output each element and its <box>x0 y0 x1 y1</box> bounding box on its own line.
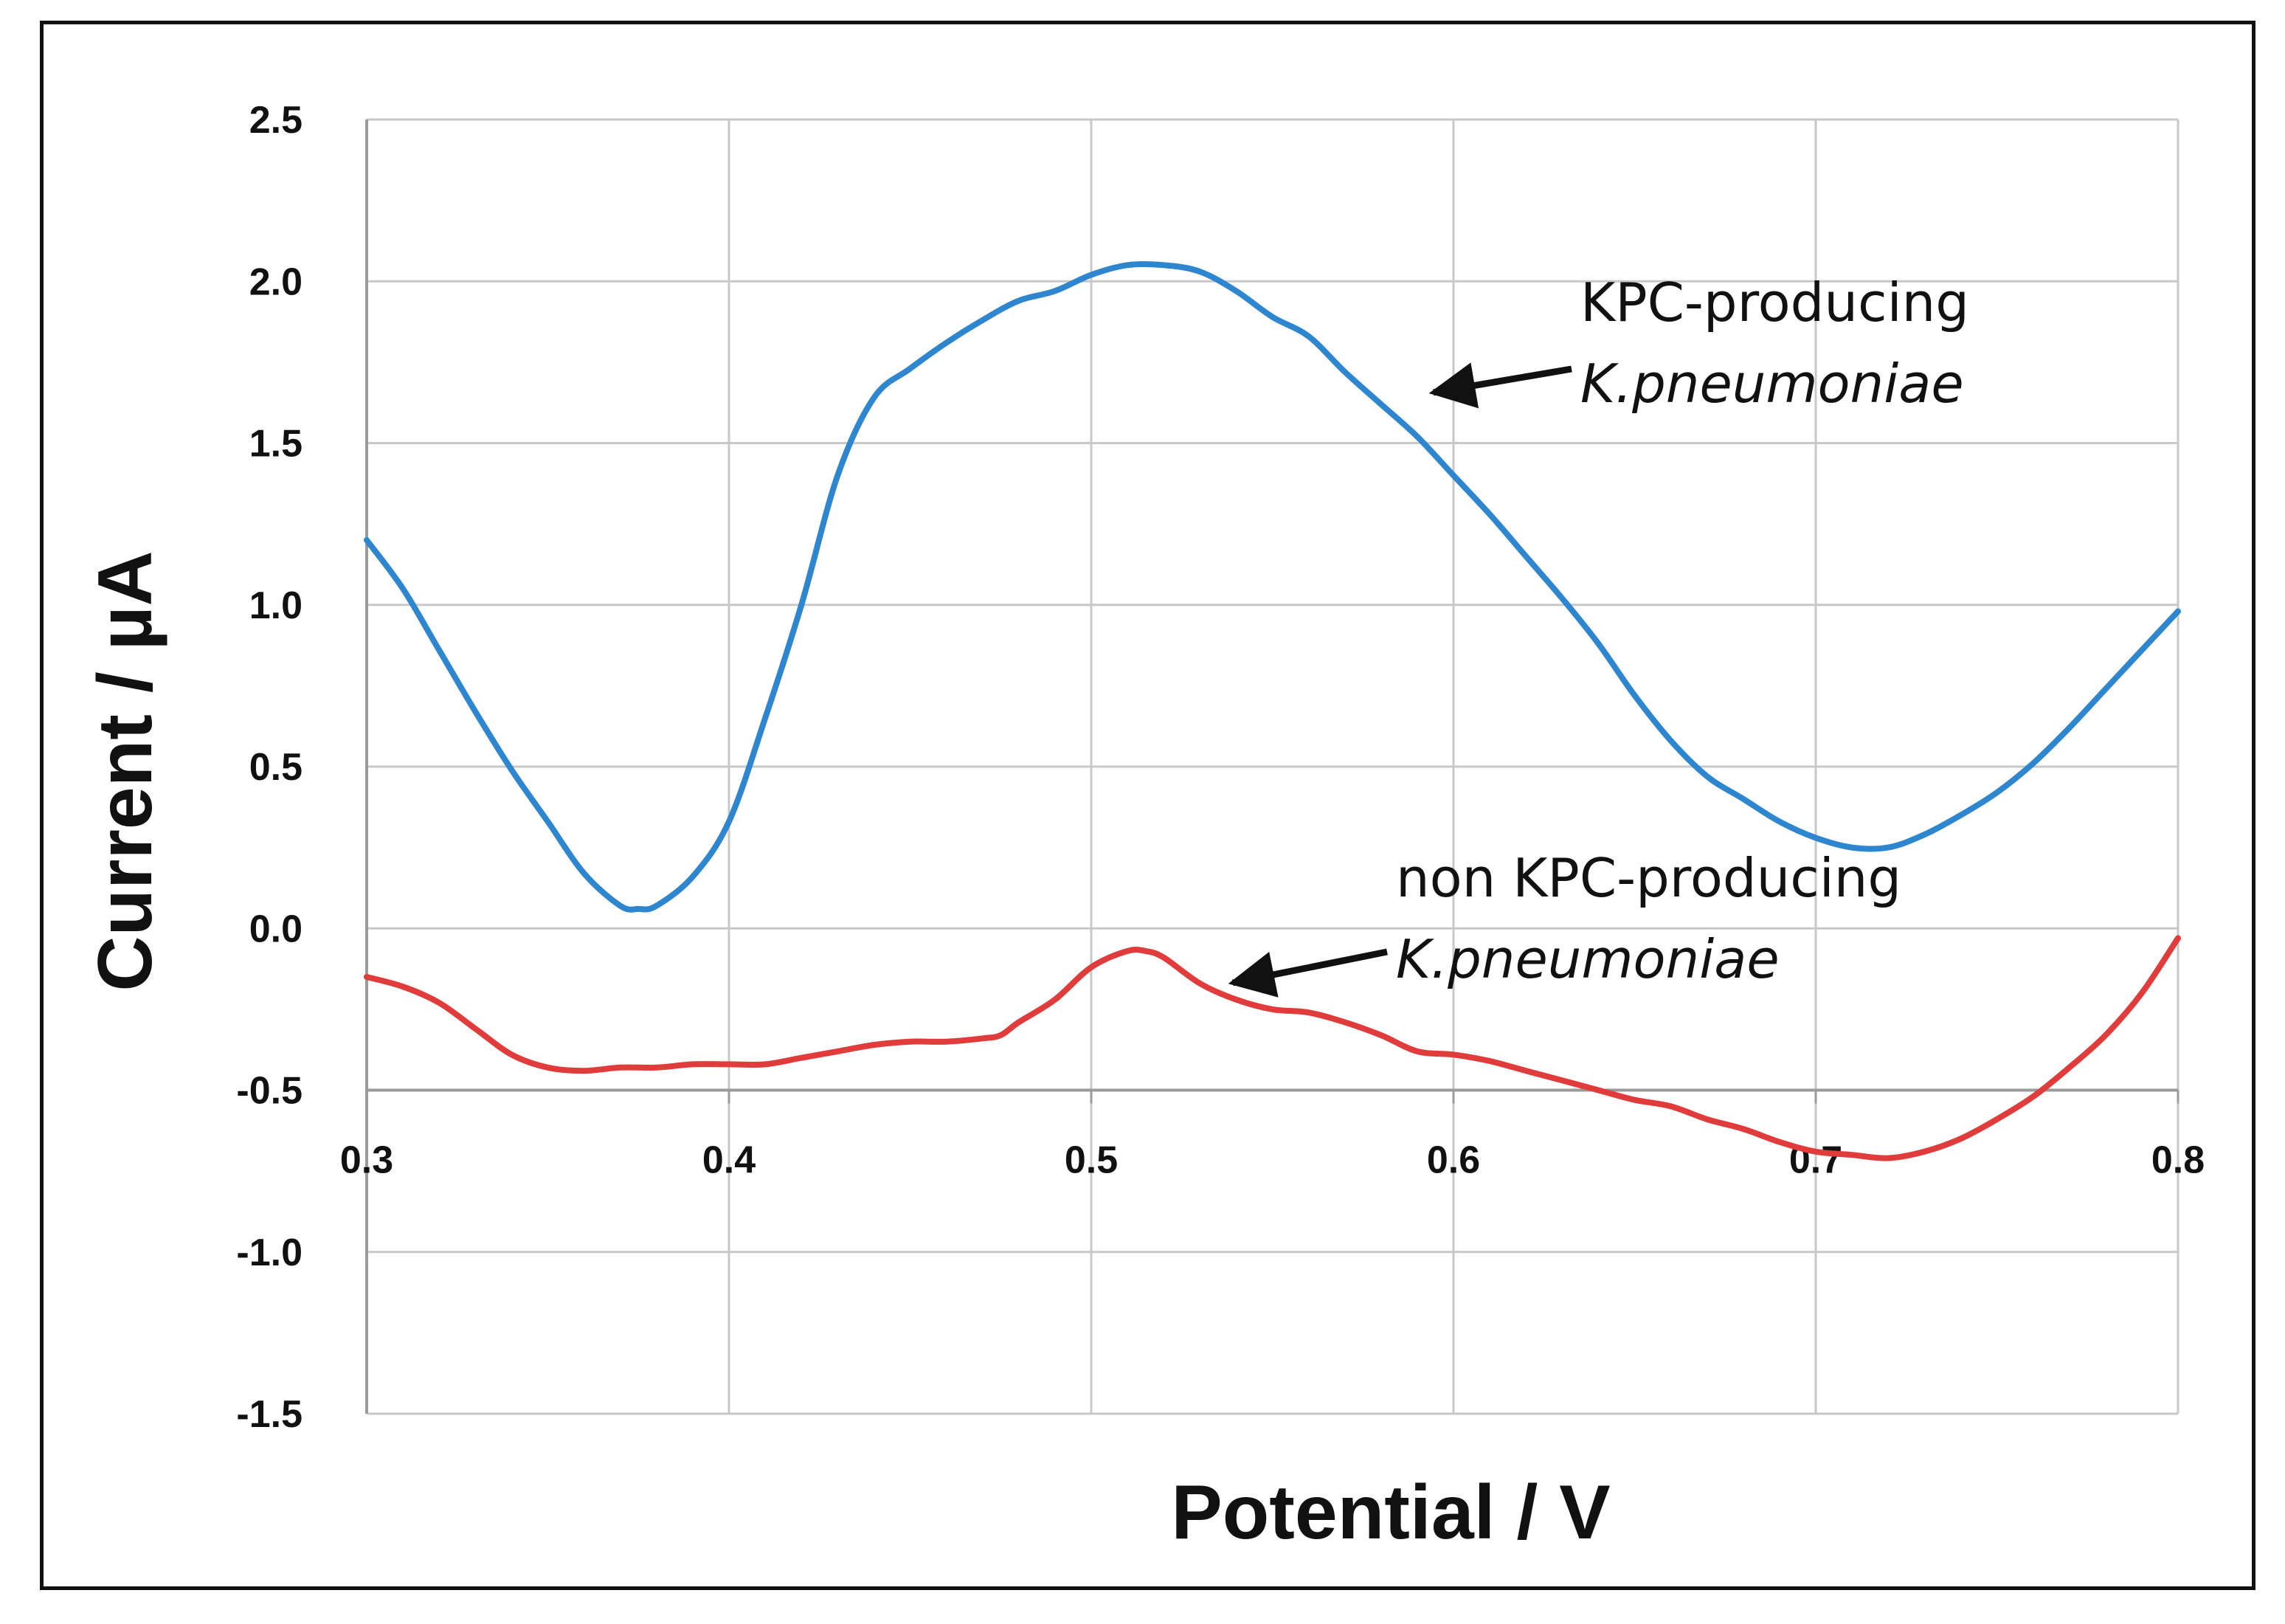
y-tick-label: 2.5 <box>249 99 303 142</box>
annotation-kpc: KPC-producing K.pneumoniae <box>1428 272 1969 415</box>
series-lines <box>364 260 2181 1161</box>
annotation-non-kpc-line2: K.pneumoniae <box>1396 928 1780 990</box>
annotation-kpc-arrow <box>1428 362 1572 409</box>
x-tick-label: 0.4 <box>702 1139 756 1182</box>
y-tick-label: 1.0 <box>249 584 303 627</box>
x-tick-label: 0.8 <box>2151 1139 2205 1182</box>
annotation-non-kpc: non KPC-producing K.pneumoniae <box>1228 847 1901 998</box>
y-axis-title: Current / µA <box>83 550 168 991</box>
annotation-kpc-line2: K.pneumoniae <box>1580 353 1964 415</box>
x-axis-title: Potential / V <box>1171 1470 1610 1555</box>
y-tick-label: 1.5 <box>249 423 303 466</box>
x-axis-ticks: 0.3 0.4 0.5 0.6 0.7 0.8 <box>340 1139 2205 1182</box>
annotation-non-kpc-arrow <box>1228 948 1388 998</box>
y-tick-label: 0.5 <box>249 746 303 789</box>
x-tick-label: 0.6 <box>1427 1139 1480 1182</box>
x-tick-label: 0.5 <box>1065 1139 1118 1182</box>
x-tick-label: 0.3 <box>340 1139 393 1182</box>
y-tick-label: -1.0 <box>236 1231 303 1274</box>
y-tick-label: -1.5 <box>236 1393 303 1436</box>
y-tick-label: -0.5 <box>236 1070 303 1113</box>
y-tick-label: 0.0 <box>249 908 303 950</box>
y-tick-label: 2.0 <box>249 260 303 303</box>
annotation-non-kpc-line1: non KPC-producing <box>1396 847 1901 909</box>
y-axis-ticks: 2.5 2.0 1.5 1.0 0.5 0.0 -0.5 -1.0 -1.5 <box>236 99 303 1436</box>
annotation-kpc-line1: KPC-producing <box>1580 272 1969 334</box>
axes <box>365 120 2179 1414</box>
series-line-kpc <box>364 260 2181 913</box>
series-line-non-kpc <box>364 935 2181 1161</box>
